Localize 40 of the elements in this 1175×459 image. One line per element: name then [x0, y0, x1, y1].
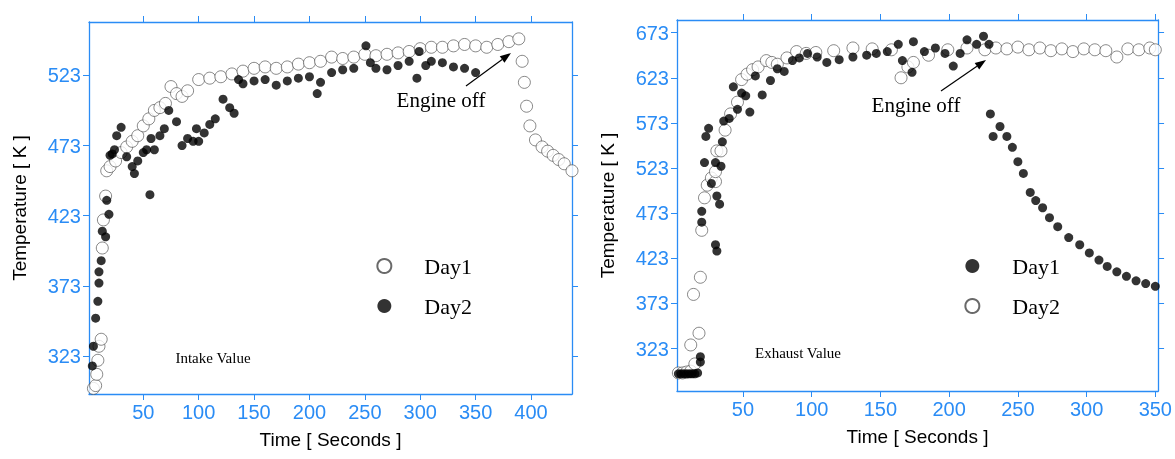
- x-tick-label: 150: [237, 401, 271, 423]
- x-tick-label: 100: [795, 398, 829, 420]
- x-tick-label: 50: [132, 401, 155, 423]
- y-tick-label: 423: [47, 204, 81, 227]
- y-tick-label: 523: [635, 157, 669, 180]
- y-tick-label: 573: [635, 111, 669, 134]
- annotation: Intake Value: [175, 350, 251, 366]
- y-tick-label: 623: [635, 66, 669, 89]
- x-tick-label: 50: [731, 398, 755, 420]
- y-tick-label: 423: [635, 247, 669, 270]
- y-tick-label: 473: [635, 202, 669, 225]
- x-tick-label: 200: [932, 398, 966, 420]
- y-tick-label: 323: [47, 345, 81, 368]
- x-tick-label: 300: [403, 401, 437, 423]
- x-tick-label: 100: [181, 401, 216, 423]
- y-tick-label: 373: [47, 274, 81, 297]
- annotation: Exhaust Value: [755, 345, 842, 361]
- y-tick-label: 323: [635, 337, 669, 360]
- x-tick-label: 400: [514, 401, 548, 423]
- x-tick-label: 250: [1001, 398, 1035, 420]
- y-axis-title: Temperature [ K ]: [597, 132, 618, 279]
- x-tick-label: 350: [1138, 398, 1172, 420]
- legend-label: Day2: [1012, 293, 1060, 319]
- x-axis-title: Time [ Seconds ]: [259, 429, 402, 450]
- x-axis-title: Time [ Seconds ]: [846, 426, 989, 447]
- x-tick-label: 250: [348, 401, 382, 423]
- x-tick-label: 350: [458, 401, 493, 423]
- y-axis-title: Temperature [ K ]: [9, 135, 30, 281]
- annotation: Engine off: [871, 93, 961, 117]
- y-tick-label: 473: [47, 134, 81, 157]
- annotation: Engine off: [396, 88, 486, 112]
- y-tick-label: 373: [635, 292, 669, 315]
- x-tick-label: 300: [1069, 398, 1104, 420]
- y-tick-label: 523: [47, 64, 81, 87]
- legend-label: Day1: [1012, 253, 1060, 279]
- legend-label: Day2: [424, 293, 472, 319]
- x-tick-label: 150: [863, 398, 898, 420]
- y-tick-label: 673: [635, 21, 669, 44]
- x-tick-label: 200: [292, 401, 327, 423]
- legend-label: Day1: [424, 253, 472, 279]
